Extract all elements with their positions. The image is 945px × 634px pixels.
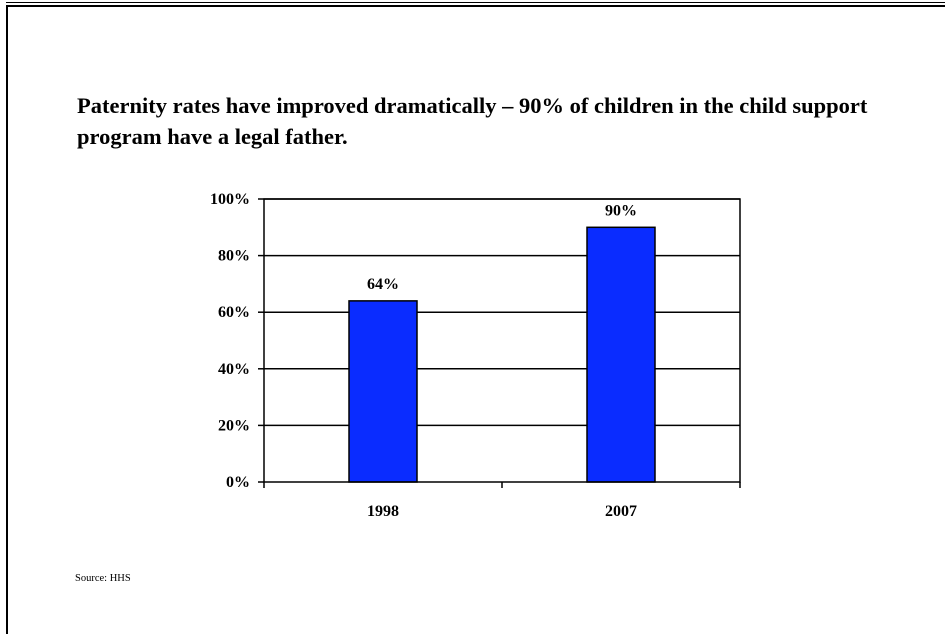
y-tick-label: 20% <box>218 417 250 434</box>
source-note: Source: HHS <box>75 573 131 584</box>
y-tick-label: 0% <box>226 474 250 491</box>
plot-area-border <box>263 198 741 483</box>
x-tick-label: 2007 <box>605 503 637 520</box>
chart-title: Paternity rates have improved dramatical… <box>77 93 868 149</box>
bar <box>348 300 418 483</box>
slide-frame <box>6 2 945 634</box>
bars <box>348 226 656 483</box>
axes <box>258 198 741 488</box>
labels: 0% 20% 40% 60% 80% 100% 64% 1998 90% 2007 <box>210 191 637 520</box>
data-label: 90% <box>605 202 637 219</box>
gridlines <box>264 198 740 427</box>
y-tick-label: 60% <box>218 304 250 321</box>
bar <box>586 226 656 483</box>
data-label: 64% <box>367 276 399 293</box>
x-tick-label: 1998 <box>367 503 399 520</box>
y-tick-label: 80% <box>218 248 250 265</box>
y-tick-label: 100% <box>210 191 250 208</box>
y-tick-label: 40% <box>218 361 250 378</box>
